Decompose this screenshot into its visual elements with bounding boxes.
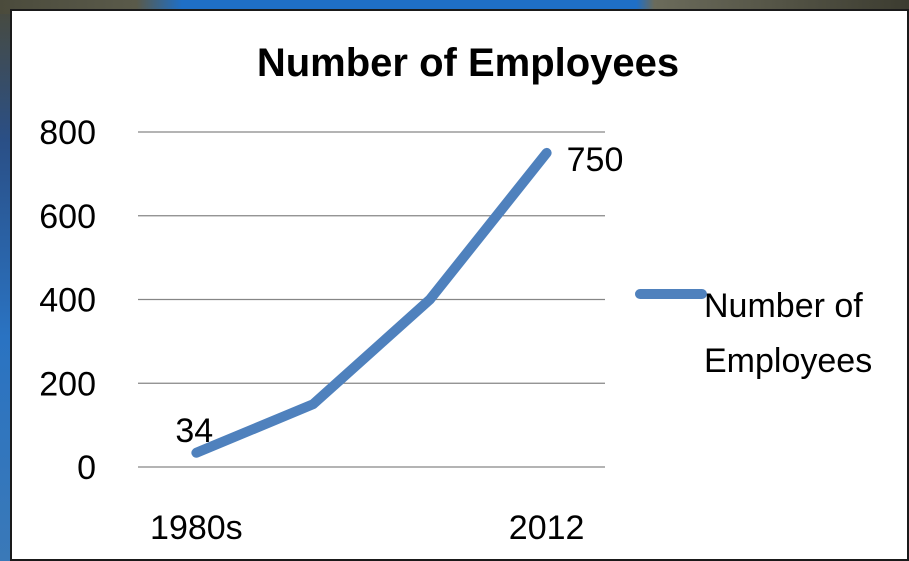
x-tick-label: 1980s <box>150 509 243 547</box>
legend-label-line-2: Employees <box>704 342 872 380</box>
line-chart: Number of Employees 0 200 400 600 800 1980s 2… <box>39 41 872 547</box>
y-tick-label: 800 <box>39 114 96 152</box>
y-tick-label: 600 <box>39 198 96 236</box>
y-axis-tick-labels: 0 200 400 600 800 <box>39 114 96 487</box>
x-axis-tick-labels: 1980s 2012 <box>150 509 584 547</box>
x-tick-label: 2012 <box>509 509 585 547</box>
y-tick-label: 400 <box>39 282 96 320</box>
data-label: 750 <box>567 141 624 179</box>
chart-title: Number of Employees <box>257 41 679 85</box>
chart-card: Number of Employees 0 200 400 600 800 1980s 2… <box>10 9 909 561</box>
gridlines <box>138 131 605 468</box>
y-tick-label: 200 <box>39 365 96 403</box>
series-layer <box>191 147 552 458</box>
data-label: 34 <box>175 412 213 450</box>
legend: Number of Employees <box>635 287 872 380</box>
legend-label-line-1: Number of <box>704 287 863 325</box>
data-labels: 34 750 <box>175 141 623 450</box>
y-tick-label: 0 <box>77 449 96 487</box>
series-line <box>191 147 552 458</box>
